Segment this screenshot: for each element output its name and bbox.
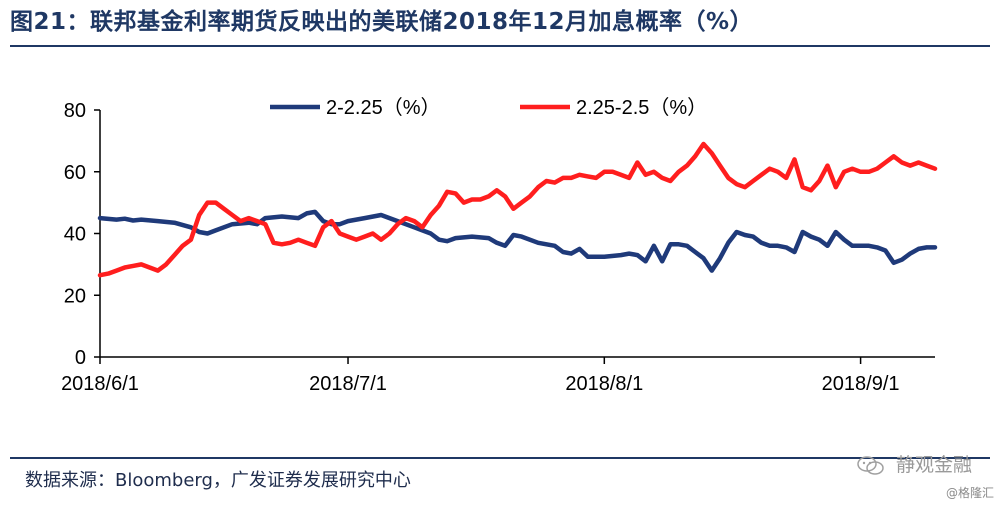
chart-title: 图21：联邦基金利率期货反映出的美联储2018年12月加息概率（%） bbox=[10, 9, 754, 35]
y-tick-label: 20 bbox=[64, 285, 86, 307]
legend-label-1: 2-2.25（%） bbox=[326, 96, 441, 119]
legend-label-2: 2.25-2.5（%） bbox=[576, 96, 707, 119]
y-tick-label: 60 bbox=[64, 162, 86, 184]
source-note: 数据来源：Bloomberg，广发证券发展研究中心 bbox=[25, 470, 411, 491]
series-line-1 bbox=[97, 209, 938, 273]
chart-axes: 0 20 40 60 80 2018/6/1 2018/7/1 2018/8/1 2018/9/… bbox=[61, 100, 935, 395]
x-tick-label: 2018/6/1 bbox=[61, 373, 139, 395]
footer-divider bbox=[10, 457, 990, 459]
x-tick-label: 2018/8/1 bbox=[565, 373, 643, 395]
line-chart: 0 20 40 60 80 2018/6/1 2018/7/1 2018/8/1 2018/9/… bbox=[61, 96, 938, 395]
credit-text: @格隆汇 bbox=[945, 486, 994, 500]
y-tick-label: 80 bbox=[64, 100, 86, 122]
watermark-text: 静观金融 bbox=[895, 454, 972, 476]
watermark: 静观金融 bbox=[856, 450, 972, 477]
wechat-icon bbox=[857, 455, 884, 475]
series-line-2 bbox=[97, 141, 938, 278]
title-divider bbox=[10, 45, 990, 47]
chart-series bbox=[97, 141, 938, 278]
x-tick-label: 2018/7/1 bbox=[309, 373, 387, 395]
y-tick-label: 0 bbox=[75, 347, 86, 369]
y-tick-label: 40 bbox=[64, 224, 86, 246]
chart-legend: 2-2.25（%） 2.25-2.5（%） bbox=[270, 96, 707, 119]
x-tick-label: 2018/9/1 bbox=[822, 373, 900, 395]
